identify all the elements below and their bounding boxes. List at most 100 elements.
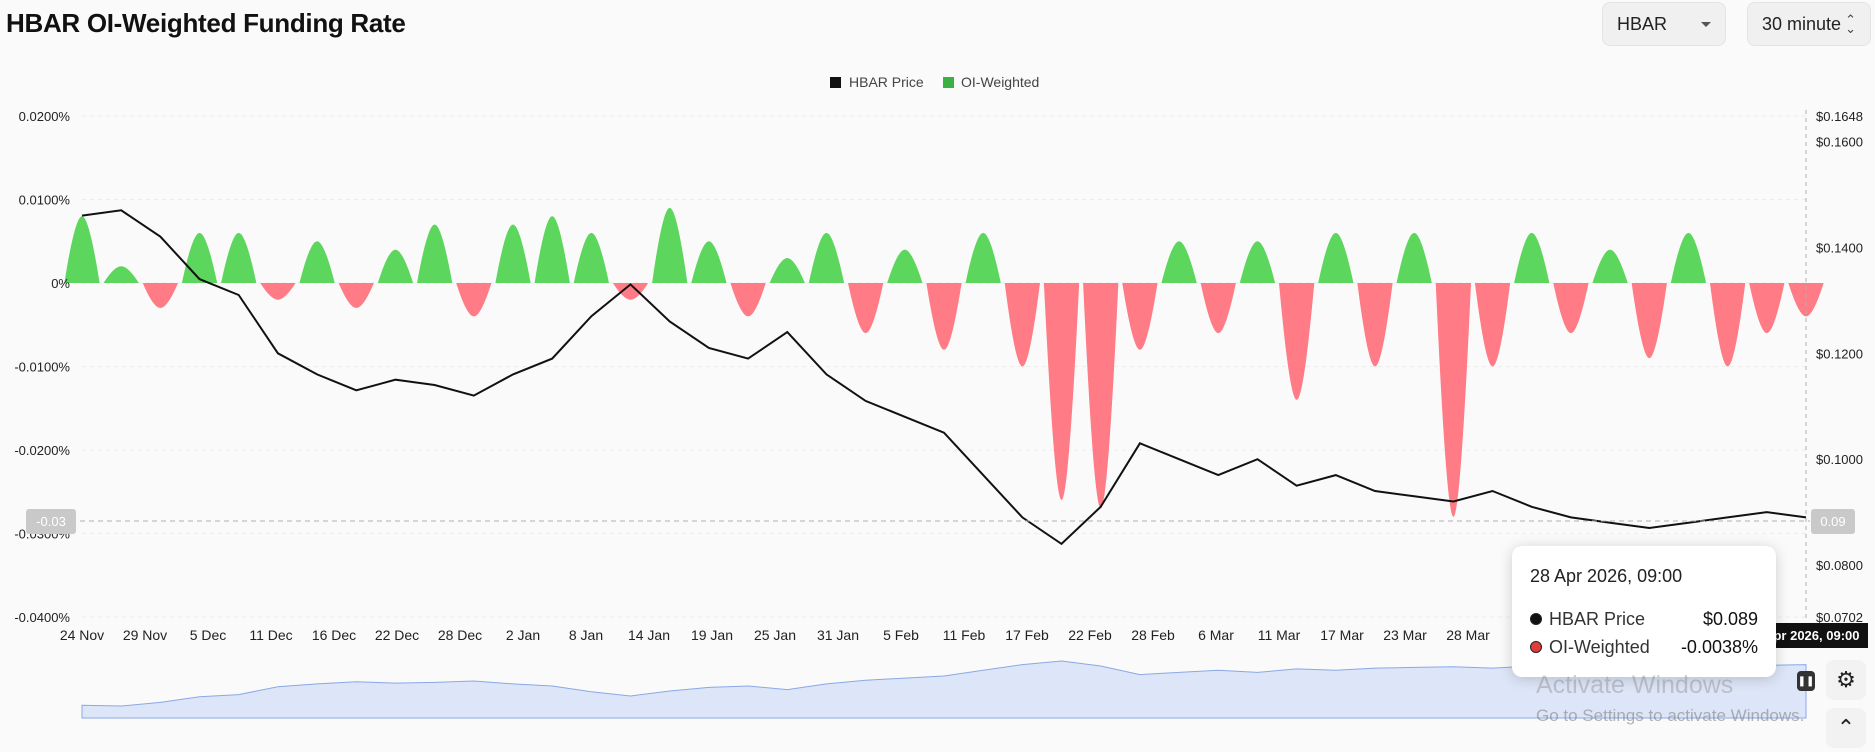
funding-mark [64,216,100,283]
gear-icon[interactable]: ⚙ [1826,660,1866,700]
funding-mark [1200,283,1236,334]
funding-mark [221,232,257,283]
x-tick-label: 22 Dec [375,627,419,643]
x-tick-label: 28 Feb [1131,627,1175,643]
y-axis-right: $0.1648 $0.1600 $0.1400 $0.1200 $0.1000 $0.08… [1816,109,1863,625]
chevron-up-icon[interactable]: ⌃ [1826,708,1866,748]
funding-mark [1553,283,1589,334]
y-left-tick-label: 0.0100% [19,193,71,208]
funding-mark [534,216,570,283]
price-series-line [81,209,1807,546]
funding-mark [1083,283,1119,509]
funding-mark [299,241,335,283]
x-tick-label: 24 Nov [60,627,104,643]
funding-mark [1357,283,1393,367]
asset-select[interactable]: HBAR [1602,2,1726,46]
tooltip-label-price: HBAR Price [1549,608,1646,629]
funding-mark [456,283,492,317]
crosshair-right-label-bg [1811,509,1855,534]
y-left-tick-label: -0.0400% [14,610,70,625]
funding-mark [1514,232,1550,283]
funding-mark [1749,283,1785,334]
windows-watermark: Activate Windows [1536,671,1734,699]
funding-mark [1788,283,1824,317]
x-tick-label: 11 Mar [1258,627,1301,643]
legend-swatch-price [830,77,841,88]
funding-mark [1043,283,1080,501]
x-tick-label: 19 Jan [691,627,733,643]
y-axis-left: 0.0200%0.0100%0%-0.0100%-0.0200%-0.0300%… [14,109,70,625]
tooltip-date: 28 Apr 2026, 09:00 [1530,566,1683,586]
y-right-tick-label: $0.1200 [1816,346,1863,361]
x-tick-label: 23 Mar [1383,627,1427,643]
y-left-tick-label: 0.0200% [19,109,71,124]
funding-mark [181,232,218,283]
funding-mark [769,257,805,283]
x-tick-label: 28 Dec [438,627,482,643]
pause-icon[interactable]: ❚❚ [1797,671,1815,691]
chart-grid [82,115,1806,618]
funding-mark [260,283,296,300]
funding-mark [691,241,727,283]
x-tick-label: 6 Mar [1198,627,1234,643]
tooltip-dot-oi [1530,641,1542,653]
x-tick-label: 22 Feb [1068,627,1112,643]
crosshair-left-label-bg [26,509,76,534]
chevron-down-icon [1701,21,1711,27]
interval-select-value: 30 minute [1762,13,1842,34]
tooltip-value-oi: -0.0038% [1680,636,1758,657]
funding-mark [652,207,688,283]
crosshair-right-label: 0.09 [1820,514,1845,529]
funding-mark [1004,283,1040,367]
funding-mark [1239,241,1276,283]
funding-mark [808,232,845,283]
price-line [81,209,1807,546]
x-tick-label: 17 Feb [1005,627,1049,643]
funding-mark [1318,232,1354,283]
x-tick-label: 11 Dec [249,627,292,643]
x-tick-label: 5 Feb [883,627,919,643]
x-tick-label: 29 Nov [123,627,167,643]
x-tick-label: 17 Mar [1320,627,1364,643]
funding-mark [1435,283,1471,517]
funding-mark [377,249,414,283]
x-tick-label: 31 Jan [817,627,859,643]
y-right-tick-label: $0.1648 [1816,109,1863,124]
legend-label-oi[interactable]: OI-Weighted [961,74,1039,90]
funding-mark [417,224,453,283]
funding-mark [965,232,1001,283]
x-tick-label: 25 Jan [754,627,796,643]
chart-legend: HBAR Price OI-Weighted [830,74,1039,90]
y-right-tick-label: $0.0800 [1816,558,1863,573]
up-down-arrows-icon: ⌃ ⌄ [1845,12,1856,36]
tooltip-value-price: $0.089 [1702,608,1758,629]
funding-mark [103,266,139,283]
funding-mark [1710,283,1746,367]
x-tick-label: 5 Dec [190,627,227,643]
asset-select-value: HBAR [1617,13,1668,34]
x-tick-label: 11 Feb [943,627,986,643]
page-title: HBAR OI-Weighted Funding Rate [6,8,406,38]
y-right-tick-label: $0.1400 [1816,240,1863,255]
y-right-tick-label: $0.1000 [1816,452,1863,467]
y-right-tick-label: $0.0702 [1816,610,1863,625]
funding-mark [848,283,884,334]
funding-area [64,207,1824,517]
y-left-tick-label: -0.0200% [14,443,70,458]
x-tick-label: 8 Jan [569,627,603,643]
funding-mark [730,283,766,317]
windows-watermark-sub: Go to Settings to activate Windows. [1536,706,1805,725]
legend-swatch-oi [943,77,954,88]
funding-mark [495,224,531,283]
legend-label-price[interactable]: HBAR Price [849,74,924,90]
funding-mark [1396,232,1432,283]
funding-mark [338,283,374,309]
funding-mark [1670,232,1707,283]
tooltip-row-price: HBAR Price $0.089 [1530,605,1758,633]
y-right-tick-label: $0.1600 [1816,134,1863,149]
interval-select[interactable]: 30 minute ⌃ ⌄ [1747,2,1871,46]
funding-mark [926,283,962,350]
chart-tooltip: 28 Apr 2026, 09:00 HBAR Price $0.089 OI-… [1512,546,1776,677]
x-tick-label: 2 Jan [506,627,540,643]
